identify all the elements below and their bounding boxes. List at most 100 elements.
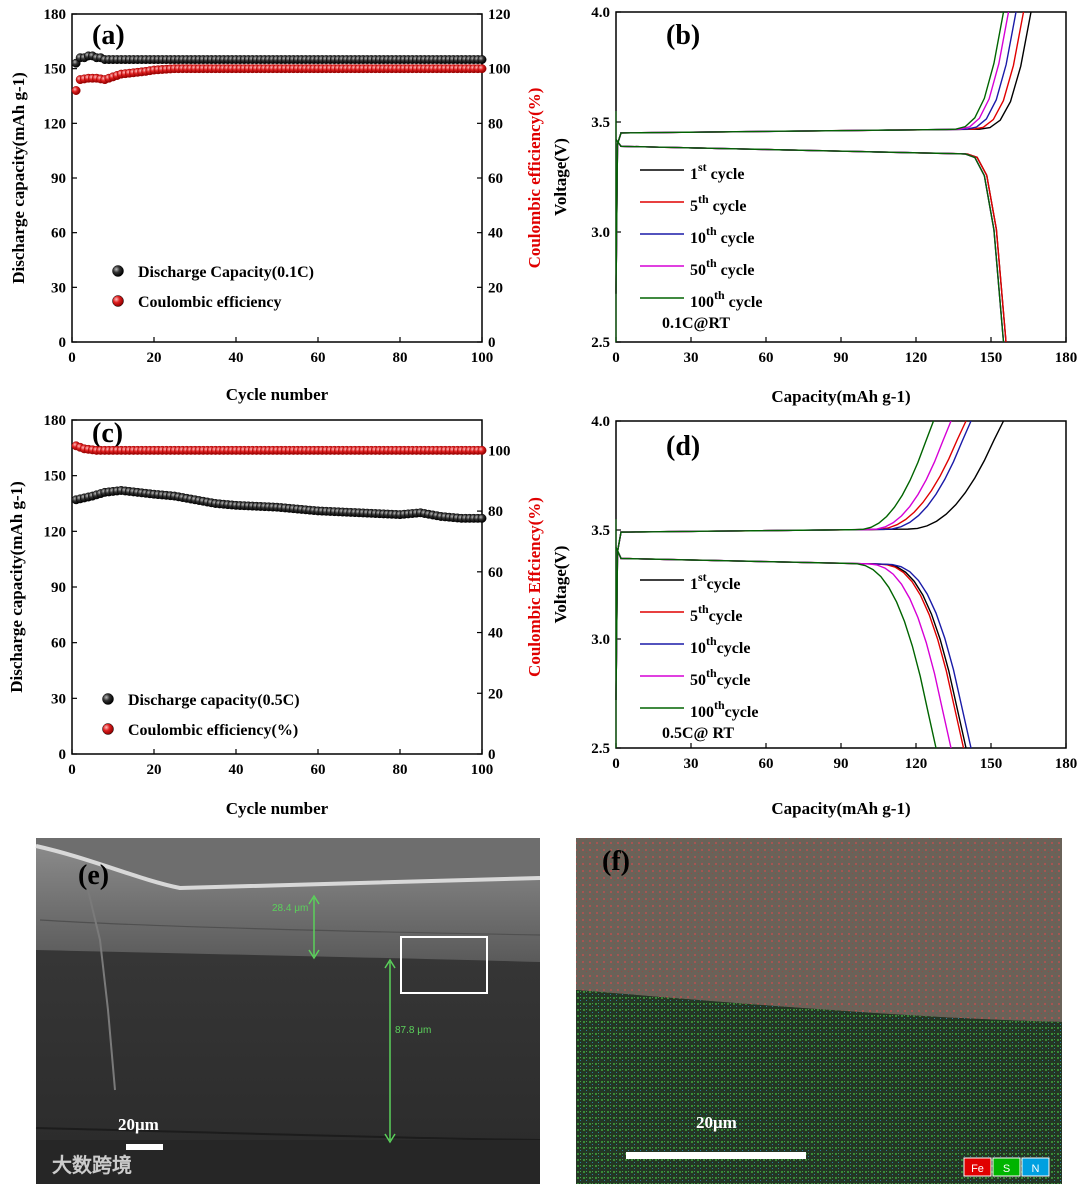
eds-legend-label: S bbox=[1003, 1163, 1010, 1175]
chart-panel-b: 0 30 60 90 120 150 180 2.5 3.0 3.5 4.0 Capacity(mAh… bbox=[551, 5, 1077, 406]
legend-label: Discharge Capacity(0.1C) bbox=[138, 264, 314, 281]
x-tick-label: 20 bbox=[147, 762, 162, 778]
y-tick-label: 3.0 bbox=[591, 632, 610, 648]
x-tick-label: 0 bbox=[612, 756, 620, 772]
x-tick-label: 80 bbox=[393, 350, 408, 366]
legend-label: 10th cycle bbox=[690, 224, 754, 247]
y-tick-label: 2.5 bbox=[591, 335, 610, 351]
y-right-tick-label: 0 bbox=[488, 747, 496, 763]
y-right-tick-label: 80 bbox=[488, 116, 503, 132]
x-axis-title: Cycle number bbox=[226, 799, 329, 818]
chart-panel-a: 0 20 40 60 80 1000306090120150180020406080100… bbox=[9, 7, 544, 404]
chart-panel-c: 0 20 40 60 80 1000306090120150180020406080100… bbox=[7, 413, 544, 818]
eds-legend-label: N bbox=[1032, 1163, 1040, 1175]
legend-label: 5th cycle bbox=[690, 192, 746, 215]
y-tick-label: 90 bbox=[51, 171, 66, 187]
x-tick-label: 120 bbox=[905, 350, 928, 366]
y-tick-label: 90 bbox=[51, 580, 66, 596]
x-tick-label: 120 bbox=[905, 756, 928, 772]
sem-bottom-strip bbox=[36, 1140, 540, 1184]
y-right-tick-label: 100 bbox=[488, 443, 511, 459]
y-right-axis-title: Coulombic efficiency(%) bbox=[525, 88, 544, 269]
x-axis-title: Cycle number bbox=[226, 385, 329, 404]
x-axis-title: Capacity(mAh g-1) bbox=[771, 799, 910, 818]
charge-curve bbox=[615, 11, 1017, 294]
data-point bbox=[477, 445, 487, 455]
discharge-curve bbox=[615, 547, 972, 749]
x-tick-label: 150 bbox=[980, 350, 1003, 366]
x-tick-label: 40 bbox=[229, 762, 244, 778]
x-tick-label: 180 bbox=[1055, 756, 1078, 772]
y-tick-label: 3.5 bbox=[591, 523, 610, 539]
y-tick-label: 30 bbox=[51, 691, 66, 707]
eds-legend-swatch bbox=[1021, 1157, 1050, 1177]
measure-top-arrows bbox=[308, 894, 320, 960]
panel-label: (c) bbox=[92, 418, 123, 449]
x-tick-label: 150 bbox=[980, 756, 1003, 772]
eds-legend-swatch bbox=[992, 1157, 1021, 1177]
measure-bottom-arrows bbox=[384, 958, 396, 1144]
x-axis-title: Capacity(mAh g-1) bbox=[771, 387, 910, 406]
legend-marker bbox=[102, 723, 114, 735]
legend-label: Coulombic efficiency(%) bbox=[128, 722, 298, 739]
plot-frame bbox=[615, 420, 1067, 749]
y-tick-label: 3.0 bbox=[591, 225, 610, 241]
legend-label: Discharge capacity(0.5C) bbox=[128, 692, 300, 709]
sem-selection-box bbox=[400, 936, 488, 994]
x-tick-label: 0 bbox=[612, 350, 620, 366]
charge-curve bbox=[615, 11, 1010, 294]
x-tick-label: 0 bbox=[68, 350, 76, 366]
chart-annotation: 0.1C@RT bbox=[662, 315, 730, 332]
y-right-tick-label: 120 bbox=[488, 7, 511, 23]
panel-label-f: (f) bbox=[602, 846, 630, 877]
chart-panel-d: 0 30 60 90 120 150 180 2.5 3.0 3.5 4.0 Capacity(mAh… bbox=[551, 414, 1077, 818]
legend-label: 1st cycle bbox=[690, 160, 744, 183]
discharge-curve bbox=[615, 547, 937, 749]
legend-label: 100thcycle bbox=[690, 698, 758, 721]
y-right-tick-label: 0 bbox=[488, 335, 496, 351]
eds-legend-swatch bbox=[963, 1157, 992, 1177]
measure-top-label: 28.4 μm bbox=[272, 903, 308, 914]
y-tick-label: 150 bbox=[44, 469, 67, 485]
x-tick-label: 180 bbox=[1055, 350, 1078, 366]
x-tick-label: 90 bbox=[834, 756, 849, 772]
legend-label: 5thcycle bbox=[690, 602, 742, 625]
x-tick-label: 60 bbox=[759, 756, 774, 772]
sem-bottom-boundary bbox=[35, 1127, 541, 1141]
sem-top-surface bbox=[36, 838, 540, 888]
charge-curve bbox=[615, 11, 1005, 294]
legend-label: Coulombic efficiency bbox=[138, 294, 282, 311]
charge-curve bbox=[615, 11, 1025, 294]
y-right-tick-label: 20 bbox=[488, 280, 503, 296]
panel-label: (a) bbox=[92, 20, 125, 51]
x-tick-label: 60 bbox=[759, 350, 774, 366]
x-tick-label: 30 bbox=[684, 350, 699, 366]
eds-s-n-signal bbox=[576, 990, 1062, 1184]
sem-vertical-crack bbox=[87, 889, 116, 1091]
legend-label: 50th cycle bbox=[690, 256, 754, 279]
y-tick-label: 150 bbox=[44, 62, 67, 78]
x-tick-label: 90 bbox=[834, 350, 849, 366]
y-tick-label: 120 bbox=[44, 524, 67, 540]
data-point bbox=[477, 64, 487, 74]
discharge-curve bbox=[615, 139, 1005, 343]
y-right-tick-label: 60 bbox=[488, 171, 503, 187]
legend-label: 1stcycle bbox=[690, 570, 740, 593]
x-tick-label: 100 bbox=[471, 350, 494, 366]
y-tick-label: 30 bbox=[51, 280, 66, 296]
y-tick-label: 60 bbox=[51, 636, 66, 652]
y-right-tick-label: 100 bbox=[488, 62, 511, 78]
eds-element-legend: Fe S N bbox=[963, 1157, 1050, 1177]
y-tick-label: 60 bbox=[51, 226, 66, 242]
eds-scale-bar bbox=[626, 1152, 806, 1159]
legend-label: 10thcycle bbox=[690, 634, 750, 657]
sem-image-panel-e: 28.4 μm 87.8 μm (e) 20μm 大数跨境 bbox=[35, 838, 541, 1184]
watermark-text: 大数跨境 bbox=[52, 1153, 132, 1177]
x-tick-label: 100 bbox=[471, 762, 494, 778]
y-tick-label: 0 bbox=[59, 747, 67, 763]
y-right-tick-label: 40 bbox=[488, 626, 503, 642]
legend-label: 50thcycle bbox=[690, 666, 750, 689]
panel-label: (b) bbox=[666, 20, 700, 51]
y-axis-title: Discharge capacity(mAh g-1) bbox=[7, 481, 26, 693]
